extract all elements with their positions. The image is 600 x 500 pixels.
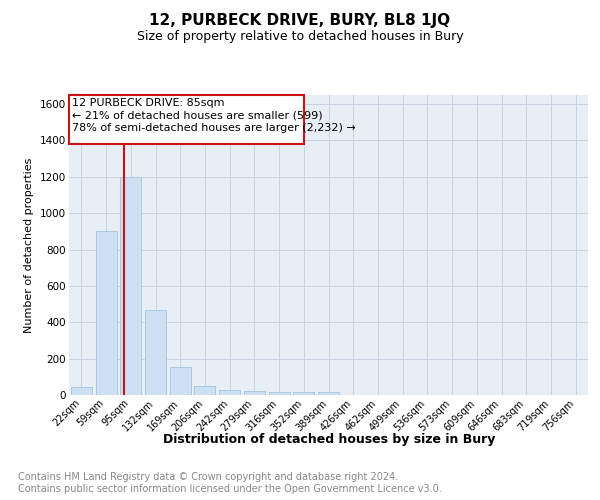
Bar [71, 388, 92, 395]
Bar [244, 391, 265, 395]
Text: 12, PURBECK DRIVE, BURY, BL8 1JQ: 12, PURBECK DRIVE, BURY, BL8 1JQ [149, 12, 451, 28]
Bar [170, 367, 191, 395]
Bar [219, 390, 240, 395]
Bar [95, 232, 116, 395]
FancyBboxPatch shape [70, 96, 304, 144]
Bar [194, 386, 215, 395]
Bar [318, 392, 339, 395]
Text: 78% of semi-detached houses are larger (2,232) →: 78% of semi-detached houses are larger (… [73, 123, 356, 133]
Text: ← 21% of detached houses are smaller (599): ← 21% of detached houses are smaller (59… [73, 110, 323, 120]
Bar [145, 310, 166, 395]
Y-axis label: Number of detached properties: Number of detached properties [25, 158, 34, 332]
Bar [269, 392, 290, 395]
Text: 12 PURBECK DRIVE: 85sqm: 12 PURBECK DRIVE: 85sqm [73, 98, 225, 108]
Text: Contains HM Land Registry data © Crown copyright and database right 2024.
Contai: Contains HM Land Registry data © Crown c… [18, 472, 442, 494]
Text: Distribution of detached houses by size in Bury: Distribution of detached houses by size … [163, 432, 495, 446]
Bar [293, 392, 314, 395]
Text: Size of property relative to detached houses in Bury: Size of property relative to detached ho… [137, 30, 463, 43]
Bar [120, 177, 141, 395]
